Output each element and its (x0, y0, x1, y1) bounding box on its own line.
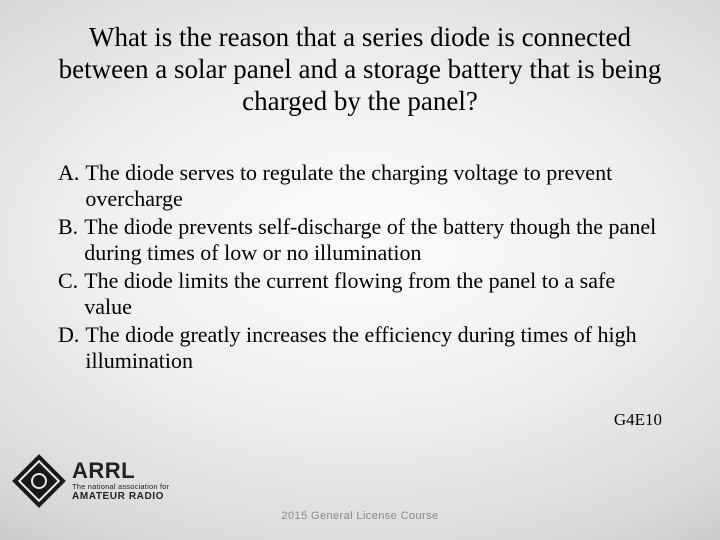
arrl-tagline-big: AMATEUR RADIO (72, 491, 169, 502)
answer-b-text: The diode prevents self-discharge of the… (78, 214, 662, 266)
arrl-wordmark: ARRL (72, 460, 169, 482)
question-id: G4E10 (614, 410, 662, 430)
answer-d-text: The diode greatly increases the efficien… (79, 322, 662, 374)
footer-text: 2015 General License Course (0, 510, 720, 522)
arrl-logo-text: ARRL The national association for AMATEU… (72, 460, 169, 502)
answers-block: A. The diode serves to regulate the char… (58, 160, 662, 376)
answer-c-label: C. (58, 268, 78, 320)
answer-d-label: D. (58, 322, 79, 374)
arrl-tagline-small: The national association for (72, 483, 169, 491)
arrl-diamond-icon (12, 454, 66, 508)
answer-b: B. The diode prevents self-discharge of … (58, 214, 662, 266)
answer-a-label: A. (58, 160, 79, 212)
answer-c-text: The diode limits the current flowing fro… (78, 268, 662, 320)
answer-a: A. The diode serves to regulate the char… (58, 160, 662, 212)
answer-d: D. The diode greatly increases the effic… (58, 322, 662, 374)
question-text: What is the reason that a series diode i… (50, 22, 670, 118)
answer-a-text: The diode serves to regulate the chargin… (79, 160, 662, 212)
answer-c: C. The diode limits the current flowing … (58, 268, 662, 320)
answer-b-label: B. (58, 214, 78, 266)
arrl-logo: ARRL The national association for AMATEU… (14, 456, 169, 506)
